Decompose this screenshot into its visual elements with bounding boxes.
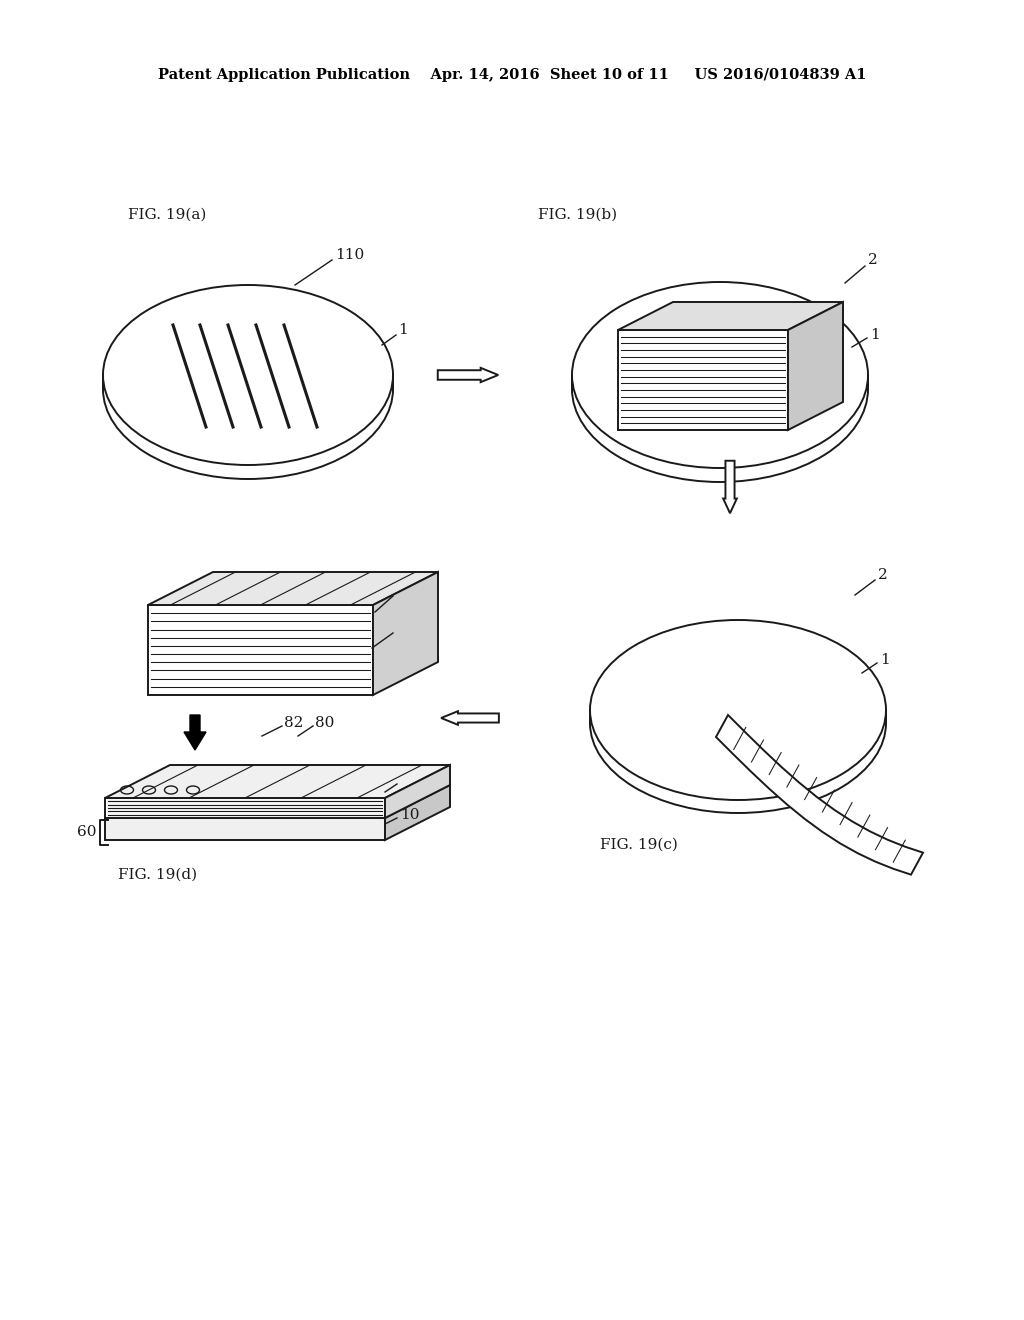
Polygon shape: [148, 572, 438, 605]
Text: 80: 80: [315, 715, 335, 730]
Text: 1: 1: [870, 327, 880, 342]
Text: 110: 110: [395, 583, 424, 597]
Ellipse shape: [572, 296, 868, 482]
Polygon shape: [716, 715, 923, 875]
Polygon shape: [105, 766, 450, 799]
Text: Patent Application Publication    Apr. 14, 2016  Sheet 10 of 11     US 2016/0104: Patent Application Publication Apr. 14, …: [158, 69, 866, 82]
Text: 1: 1: [880, 653, 890, 667]
Polygon shape: [105, 818, 385, 840]
Text: 10: 10: [400, 808, 420, 822]
Polygon shape: [184, 715, 206, 750]
Text: 2: 2: [868, 253, 878, 267]
Ellipse shape: [590, 620, 886, 800]
Polygon shape: [148, 605, 373, 696]
Ellipse shape: [103, 300, 393, 479]
Text: FIG. 19(d): FIG. 19(d): [118, 869, 198, 882]
Text: 60: 60: [77, 825, 96, 840]
Polygon shape: [385, 766, 450, 818]
Text: FIG. 19(a): FIG. 19(a): [128, 209, 207, 222]
Polygon shape: [618, 302, 843, 330]
Polygon shape: [105, 799, 385, 818]
Text: 110: 110: [335, 248, 365, 261]
Text: 2: 2: [395, 620, 404, 635]
Ellipse shape: [572, 282, 868, 469]
Polygon shape: [723, 461, 737, 513]
Polygon shape: [385, 785, 450, 840]
Polygon shape: [788, 302, 843, 430]
Text: 2: 2: [878, 568, 888, 582]
Ellipse shape: [103, 285, 393, 465]
Polygon shape: [618, 330, 788, 430]
Polygon shape: [373, 572, 438, 696]
Text: 82: 82: [284, 715, 303, 730]
Text: FIG. 19(b): FIG. 19(b): [538, 209, 617, 222]
Polygon shape: [437, 368, 499, 383]
Polygon shape: [105, 785, 450, 818]
Polygon shape: [441, 711, 499, 725]
Text: 30: 30: [400, 774, 420, 787]
Ellipse shape: [590, 634, 886, 813]
Text: 1: 1: [398, 323, 408, 337]
Text: FIG. 19(c): FIG. 19(c): [600, 838, 678, 851]
